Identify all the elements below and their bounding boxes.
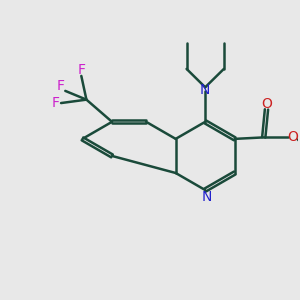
- Text: N: N: [202, 190, 212, 204]
- Text: O: O: [287, 130, 298, 144]
- Text: N: N: [200, 82, 210, 97]
- Text: O: O: [261, 97, 272, 111]
- Text: F: F: [52, 96, 60, 110]
- Text: F: F: [57, 80, 65, 93]
- Text: F: F: [77, 63, 85, 77]
